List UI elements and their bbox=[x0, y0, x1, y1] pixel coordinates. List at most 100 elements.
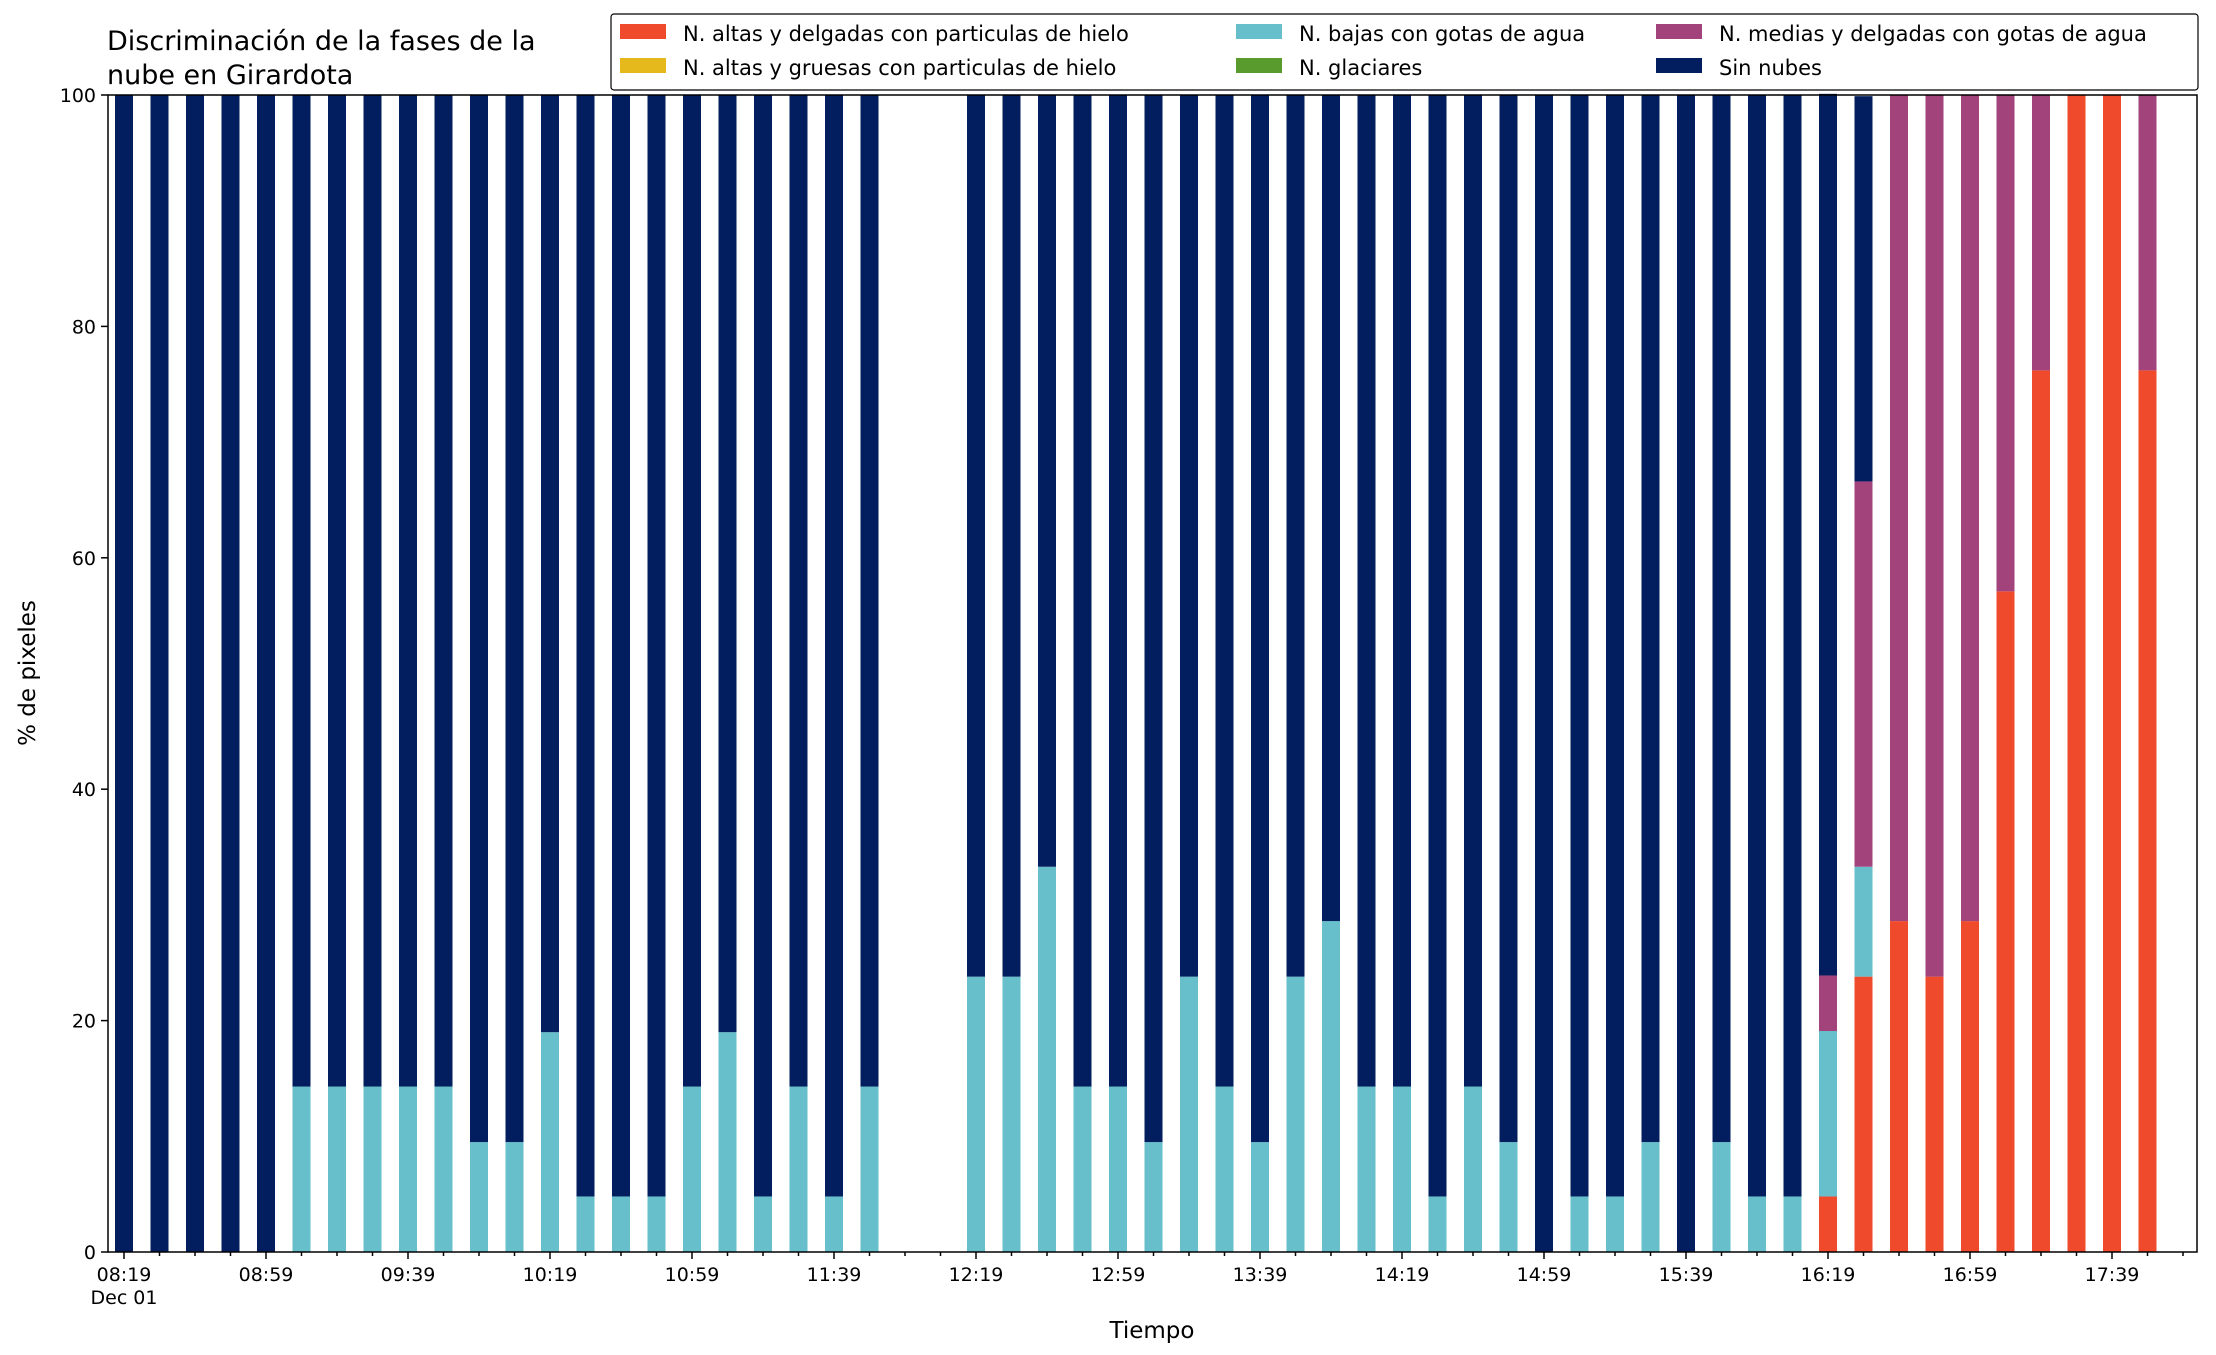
bar-segment bbox=[150, 95, 169, 1252]
bar-segment bbox=[1144, 1142, 1163, 1252]
bar-segment bbox=[1712, 1142, 1731, 1252]
bar-segment bbox=[967, 976, 985, 1252]
bar-segment bbox=[825, 1196, 843, 1252]
bar-segment bbox=[1961, 95, 1979, 922]
bar-segment bbox=[1286, 95, 1305, 977]
legend-swatch bbox=[1656, 24, 1702, 39]
bar-segment bbox=[860, 95, 879, 1087]
y-tick-label: 20 bbox=[72, 1011, 96, 1033]
legend-entry: Sin nubes bbox=[1719, 56, 1822, 80]
bar-segment bbox=[1890, 95, 1908, 922]
x-axis: 08:19 Dec 01 08:59 09:39 10:19 10:59 11:39 12:1… bbox=[91, 1252, 2184, 1309]
legend-entry: N. bajas con gotas de agua bbox=[1299, 22, 1585, 46]
y-tick-label: 0 bbox=[84, 1242, 96, 1264]
bar-segment bbox=[1073, 95, 1092, 1087]
bar-segment bbox=[292, 1086, 311, 1252]
bar-segment bbox=[1819, 975, 1837, 1032]
bar-segment bbox=[1499, 1142, 1518, 1252]
bar-segment bbox=[505, 95, 524, 1143]
x-tick-label: 16:59 bbox=[1943, 1264, 1998, 1286]
bar-segment bbox=[1073, 1086, 1092, 1252]
bar-segment bbox=[1109, 1086, 1127, 1252]
bar-segment bbox=[683, 1086, 701, 1252]
bar-segment bbox=[1854, 481, 1873, 867]
bar-segment bbox=[2032, 95, 2050, 371]
bar-segment bbox=[1535, 95, 1553, 1252]
bar-segment bbox=[328, 95, 346, 1087]
x-tick-label: 12:19 bbox=[949, 1264, 1004, 1286]
y-tick-label: 40 bbox=[72, 779, 96, 801]
bar-segment bbox=[1215, 1086, 1234, 1252]
bar-segment bbox=[612, 1196, 630, 1252]
x-axis-label: Tiempo bbox=[1109, 1318, 1195, 1344]
y-tick-label: 60 bbox=[72, 548, 96, 570]
x-tick-label: 16:19 bbox=[1801, 1264, 1856, 1286]
y-axis: 0 20 40 60 80 100 bbox=[60, 85, 108, 1264]
legend-entry: N. glaciares bbox=[1299, 56, 1422, 80]
bar-segment bbox=[1393, 1086, 1411, 1252]
bar-segment bbox=[1925, 976, 1944, 1252]
bar-segment bbox=[1783, 95, 1802, 1197]
bar-segment bbox=[221, 95, 240, 1252]
bar-segment bbox=[1748, 95, 1766, 1197]
bar-segment bbox=[2067, 95, 2086, 1252]
bar-segment bbox=[1357, 1086, 1376, 1252]
legend-swatch bbox=[1656, 58, 1702, 73]
bar-segment bbox=[576, 1196, 595, 1252]
bar-segment bbox=[1606, 1196, 1624, 1252]
bar-segment bbox=[505, 1142, 524, 1252]
bar-segment bbox=[1677, 95, 1695, 1252]
bar-segment bbox=[2138, 95, 2157, 371]
bar-segment bbox=[1428, 1196, 1447, 1252]
bar-segment bbox=[363, 95, 382, 1087]
chart-title-line: nube en Girardota bbox=[107, 60, 353, 91]
bars-group bbox=[115, 93, 2157, 1252]
bar-segment bbox=[1925, 95, 1944, 977]
bar-segment bbox=[860, 1086, 879, 1252]
bar-segment bbox=[115, 95, 133, 1252]
legend-entry: N. altas y gruesas con particulas de hie… bbox=[683, 56, 1116, 80]
x-tick-label: 12:59 bbox=[1091, 1264, 1146, 1286]
bar-segment bbox=[1251, 95, 1269, 1143]
legend: N. altas y delgadas con particulas de hi… bbox=[610, 13, 2199, 91]
x-tick-label: 14:19 bbox=[1375, 1264, 1430, 1286]
bar-segment bbox=[1393, 95, 1411, 1087]
y-tick-label: 100 bbox=[60, 85, 96, 107]
bar-segment bbox=[1996, 591, 2015, 1252]
bar-segment bbox=[434, 1086, 453, 1252]
bar-segment bbox=[1109, 95, 1127, 1087]
bar-segment bbox=[789, 1086, 808, 1252]
bar-segment bbox=[1854, 96, 1873, 482]
bar-segment bbox=[754, 95, 772, 1197]
bar-segment bbox=[257, 95, 275, 1252]
x-tick-label: 17:39 bbox=[2085, 1264, 2140, 1286]
legend-swatch bbox=[620, 58, 666, 73]
bar-segment bbox=[967, 95, 985, 977]
y-axis-label: % de pixeles bbox=[15, 600, 41, 746]
bar-segment bbox=[1641, 1142, 1660, 1252]
bar-segment bbox=[718, 1032, 737, 1252]
x-tick-label: 08:19 Dec 01 bbox=[91, 1264, 158, 1309]
bar-segment bbox=[1180, 976, 1198, 1252]
bar-segment bbox=[1002, 976, 1021, 1252]
bar-segment bbox=[1890, 921, 1908, 1252]
bar-segment bbox=[683, 95, 701, 1087]
bar-segment bbox=[1215, 95, 1234, 1087]
legend-swatch bbox=[1236, 58, 1282, 73]
bar-segment bbox=[789, 95, 808, 1087]
bar-segment bbox=[1357, 95, 1376, 1087]
bar-segment bbox=[1783, 1196, 1802, 1252]
plot-frame bbox=[107, 94, 2198, 1253]
x-tick-label: 11:39 bbox=[807, 1264, 862, 1286]
x-tick-label: 10:19 bbox=[523, 1264, 578, 1286]
bar-segment bbox=[825, 95, 843, 1197]
y-tick-label: 80 bbox=[72, 316, 96, 338]
bar-segment bbox=[1428, 95, 1447, 1197]
bar-segment bbox=[718, 95, 737, 1033]
x-tick-label: 14:59 bbox=[1517, 1264, 1572, 1286]
bar-segment bbox=[1819, 1031, 1837, 1197]
bar-segment bbox=[1641, 95, 1660, 1143]
legend-entry: N. medias y delgadas con gotas de agua bbox=[1719, 22, 2147, 46]
bar-segment bbox=[470, 95, 488, 1143]
